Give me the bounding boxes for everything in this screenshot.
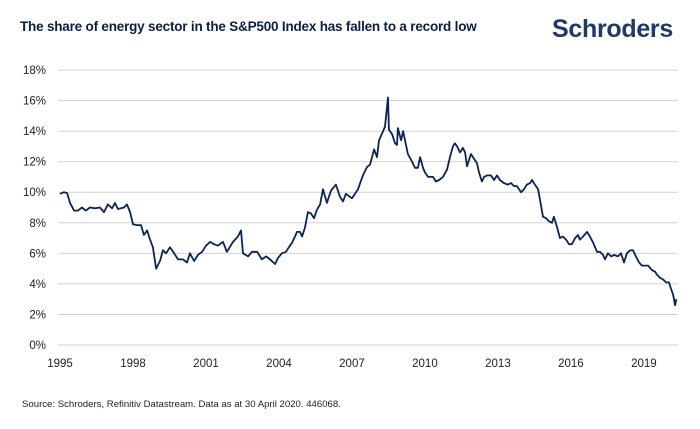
x-tick-label: 1995 (47, 358, 73, 370)
y-tick-label: 6% (29, 248, 46, 260)
schroders-logo: Schroders (552, 15, 673, 43)
gridlines (58, 69, 678, 346)
x-tick-label: 2007 (339, 358, 365, 370)
y-tick-label: 0% (29, 340, 46, 352)
y-tick-label: 2% (29, 309, 46, 321)
y-tick-label: 10% (23, 187, 46, 199)
x-tick-label: 2001 (193, 358, 219, 370)
x-tick-label: 2004 (266, 358, 292, 370)
x-tick-label: 2010 (412, 358, 438, 370)
series-layer (59, 96, 678, 307)
y-tick-label: 14% (23, 126, 46, 138)
y-axis-ticks: 0% 2% 4% 6% 8% 10% 12% 14% 16% 18% (23, 65, 46, 352)
x-tick-label: 1998 (120, 358, 146, 370)
source-note: Source: Schroders, Refinitiv Datastream.… (22, 399, 341, 410)
y-tick-label: 18% (23, 65, 46, 77)
x-tick-label: 2016 (558, 358, 584, 370)
x-tick-label: 2013 (485, 358, 511, 370)
series-line-energy-share (59, 96, 678, 307)
chart-title: The share of energy sector in the S&P500… (20, 19, 477, 34)
x-tick-label: 2019 (631, 358, 657, 370)
y-tick-label: 16% (23, 96, 46, 108)
y-tick-label: 12% (23, 157, 46, 169)
y-tick-label: 8% (29, 218, 46, 230)
x-axis-ticks: 1995 1998 2001 2004 2007 2010 2013 2016 2019 (47, 358, 657, 370)
y-tick-label: 4% (29, 279, 46, 291)
